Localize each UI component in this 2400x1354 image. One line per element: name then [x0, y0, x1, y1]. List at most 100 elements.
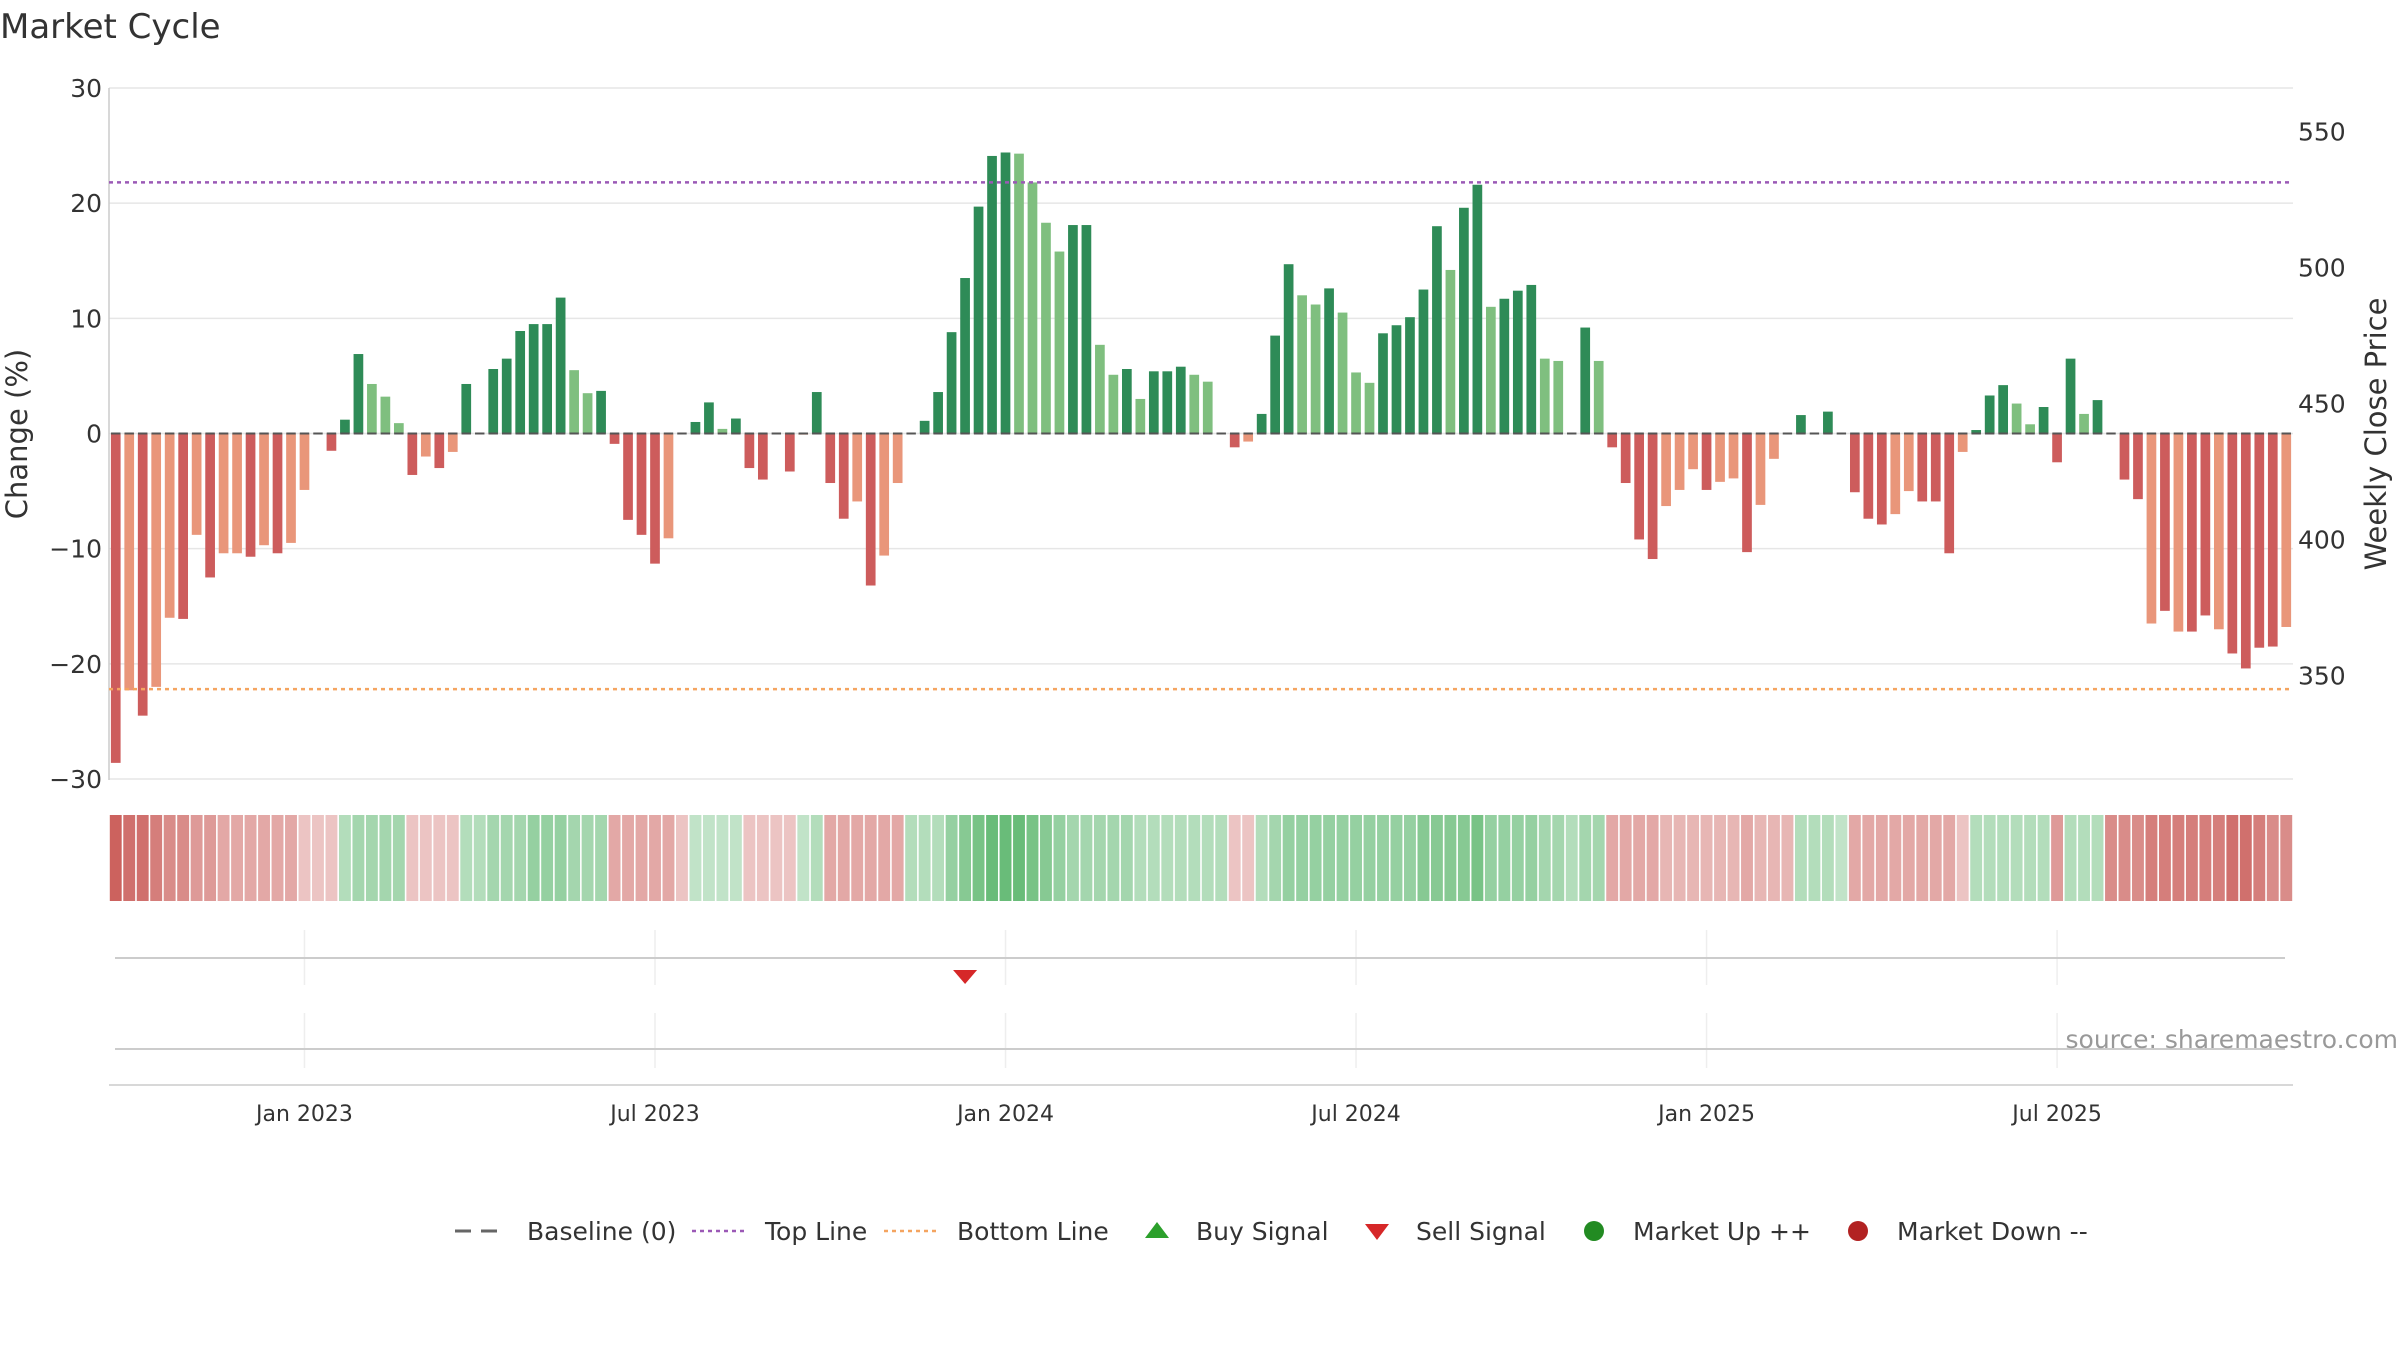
legend-label: Baseline (0): [527, 1217, 676, 1246]
heat-cell: [365, 815, 378, 901]
x-axis-ticks: Jan 2023 Jul 2023 Jan 2024 Jul 2024 Jan 2025…: [254, 1102, 2102, 1127]
heat-cell: [1619, 815, 1632, 901]
bar: [1135, 398, 1146, 434]
bar: [137, 433, 148, 716]
legend: Baseline (0) Top Line Bottom Line Buy Signa…: [455, 1217, 2088, 1246]
bar: [326, 433, 337, 451]
heat-cell: [1255, 815, 1268, 901]
heat-cell: [1606, 815, 1619, 901]
heat-cell: [1363, 815, 1376, 901]
bar: [987, 155, 997, 434]
bar: [1337, 312, 1348, 434]
heat-cell: [2024, 815, 2037, 901]
bar: [1755, 433, 1766, 505]
bar: [1539, 358, 1550, 434]
heat-cell: [1633, 815, 1646, 901]
bar: [1944, 433, 1955, 554]
sell-signal-marker: [953, 970, 978, 984]
legend-item: Buy Signal: [1145, 1217, 1329, 1246]
bar: [1998, 385, 2009, 434]
heat-cell: [959, 815, 972, 901]
bar: [1472, 184, 1483, 434]
bar: [1324, 288, 1334, 434]
heat-cell: [2064, 815, 2077, 901]
heat-cell: [2051, 815, 2064, 901]
bar: [501, 358, 512, 434]
legend-item: Top Line: [692, 1217, 867, 1246]
heat-cell: [392, 815, 405, 901]
bar: [757, 433, 768, 480]
bar: [879, 433, 890, 556]
heat-cell: [217, 815, 230, 901]
chart-title: Market Cycle: [0, 7, 221, 47]
heat-cell: [338, 815, 351, 901]
heat-cell: [729, 815, 742, 901]
market-panel: [115, 1013, 2285, 1068]
bar: [650, 433, 660, 564]
bar: [340, 419, 350, 434]
bar: [1095, 344, 1105, 434]
heat-cell: [1147, 815, 1160, 901]
right-axis-ticks: 350 400 450 500 550: [2298, 118, 2346, 691]
heat-cell: [2212, 815, 2225, 901]
bar: [1849, 433, 1860, 493]
heat-cell: [2118, 815, 2131, 901]
heat-cell: [1228, 815, 1241, 901]
heat-cell: [1269, 815, 1282, 901]
heat-cell: [1983, 815, 1996, 901]
bar: [515, 331, 526, 434]
legend-label: Buy Signal: [1196, 1217, 1329, 1246]
heat-cell: [756, 815, 769, 901]
heat-cell: [1741, 815, 1753, 901]
legend-label: Market Up ++: [1633, 1217, 1811, 1246]
legend-label: Top Line: [764, 1217, 867, 1246]
heat-cell: [1848, 815, 1861, 901]
bar: [2187, 433, 2197, 632]
heat-cell: [1889, 815, 1902, 901]
heat-cell: [891, 815, 904, 901]
heat-cell: [1120, 815, 1133, 901]
bar: [623, 433, 633, 520]
bar: [1903, 433, 1914, 492]
heat-cell: [1174, 815, 1187, 901]
bar: [1917, 433, 1928, 502]
heat-cell: [1929, 815, 1942, 901]
bar: [892, 433, 903, 484]
bar: [1620, 433, 1631, 484]
heat-cell: [1053, 815, 1066, 901]
bar: [191, 433, 202, 535]
heat-cell: [2105, 815, 2117, 901]
heat-cell: [285, 815, 297, 901]
bar: [1310, 304, 1321, 434]
heat-cell: [136, 815, 149, 901]
bar: [569, 370, 579, 434]
buy-signal-icon: [1145, 1222, 1169, 1238]
bar: [690, 421, 701, 434]
heat-cell: [1673, 815, 1686, 901]
heat-cell: [312, 815, 324, 901]
bar: [582, 393, 593, 434]
heat-cell: [1943, 815, 1956, 901]
bar: [1445, 269, 1456, 434]
heat-cell: [2091, 815, 2104, 901]
bar: [1418, 289, 1429, 434]
heat-cell: [1107, 815, 1120, 901]
heat-cell: [2132, 815, 2144, 901]
x-tick-label: Jul 2024: [1309, 1102, 1401, 1127]
heat-cell: [1282, 815, 1295, 901]
heat-cell: [1457, 815, 1470, 901]
heat-cell: [2172, 815, 2185, 901]
heat-cell: [1309, 815, 1322, 901]
bar: [1553, 360, 1564, 434]
signal-panel: [115, 930, 2285, 985]
heat-cell: [1430, 815, 1443, 901]
heat-cell: [514, 815, 527, 901]
bar: [555, 297, 566, 434]
x-tick-label: Jan 2023: [254, 1102, 353, 1127]
y2-tick-label: 350: [2298, 662, 2346, 691]
heat-cell: [824, 815, 837, 901]
bar: [1027, 182, 1038, 434]
heat-cell: [905, 815, 918, 901]
heat-cell: [1525, 815, 1538, 901]
heat-cell: [918, 815, 931, 901]
